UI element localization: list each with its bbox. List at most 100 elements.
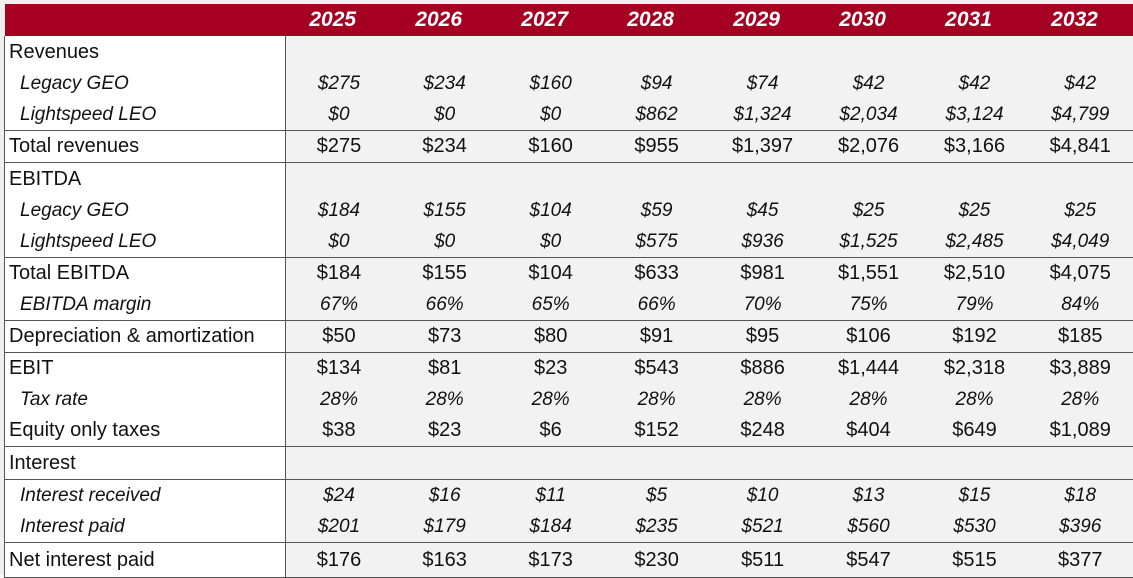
- row-label[interactable]: Equity only taxes: [5, 415, 286, 447]
- value-cell[interactable]: $160: [498, 131, 604, 163]
- value-cell[interactable]: $45: [710, 195, 816, 226]
- value-cell[interactable]: $248: [710, 415, 816, 447]
- value-cell[interactable]: $73: [392, 321, 498, 353]
- value-cell[interactable]: [498, 447, 604, 480]
- value-cell[interactable]: [286, 447, 392, 480]
- value-cell[interactable]: $184: [286, 258, 392, 290]
- value-cell[interactable]: [604, 163, 710, 196]
- value-cell[interactable]: $275: [286, 68, 392, 99]
- value-cell[interactable]: [1028, 447, 1133, 480]
- value-cell[interactable]: $1,444: [816, 353, 922, 385]
- row-label[interactable]: Total EBITDA: [5, 258, 286, 290]
- value-cell[interactable]: $547: [816, 543, 922, 578]
- value-cell[interactable]: $25: [1028, 195, 1133, 226]
- value-cell[interactable]: $0: [286, 226, 392, 258]
- row-label[interactable]: Interest paid: [5, 511, 286, 543]
- value-cell[interactable]: $201: [286, 511, 392, 543]
- value-cell[interactable]: $0: [392, 99, 498, 131]
- value-cell[interactable]: $1,089: [1028, 415, 1133, 447]
- value-cell[interactable]: [710, 447, 816, 480]
- value-cell[interactable]: $42: [922, 68, 1028, 99]
- value-cell[interactable]: [392, 163, 498, 196]
- value-cell[interactable]: 79%: [922, 289, 1028, 321]
- value-cell[interactable]: 28%: [392, 384, 498, 415]
- value-cell[interactable]: $2,510: [922, 258, 1028, 290]
- value-cell[interactable]: $18: [1028, 480, 1133, 512]
- value-cell[interactable]: $16: [392, 480, 498, 512]
- value-cell[interactable]: $11: [498, 480, 604, 512]
- value-cell[interactable]: $886: [710, 353, 816, 385]
- value-cell[interactable]: $23: [392, 415, 498, 447]
- row-label[interactable]: Tax rate: [5, 384, 286, 415]
- value-cell[interactable]: 84%: [1028, 289, 1133, 321]
- value-cell[interactable]: $936: [710, 226, 816, 258]
- row-label[interactable]: Legacy GEO: [5, 195, 286, 226]
- value-cell[interactable]: $134: [286, 353, 392, 385]
- value-cell[interactable]: $560: [816, 511, 922, 543]
- value-cell[interactable]: $80: [498, 321, 604, 353]
- row-label[interactable]: Total revenues: [5, 131, 286, 163]
- value-cell[interactable]: $160: [498, 68, 604, 99]
- value-cell[interactable]: $74: [710, 68, 816, 99]
- value-cell[interactable]: $59: [604, 195, 710, 226]
- value-cell[interactable]: $4,075: [1028, 258, 1133, 290]
- value-cell[interactable]: $2,318: [922, 353, 1028, 385]
- value-cell[interactable]: $230: [604, 543, 710, 578]
- value-cell[interactable]: 70%: [710, 289, 816, 321]
- row-label[interactable]: Depreciation & amortization: [5, 321, 286, 353]
- value-cell[interactable]: $179: [392, 511, 498, 543]
- value-cell[interactable]: $981: [710, 258, 816, 290]
- value-cell[interactable]: [1028, 163, 1133, 196]
- value-cell[interactable]: $275: [286, 131, 392, 163]
- value-cell[interactable]: $0: [498, 99, 604, 131]
- value-cell[interactable]: [1028, 36, 1133, 68]
- value-cell[interactable]: $3,166: [922, 131, 1028, 163]
- value-cell[interactable]: [604, 36, 710, 68]
- value-cell[interactable]: $10: [710, 480, 816, 512]
- value-cell[interactable]: $91: [604, 321, 710, 353]
- row-label[interactable]: Net interest paid: [5, 543, 286, 578]
- row-label[interactable]: EBITDA: [5, 163, 286, 196]
- value-cell[interactable]: 28%: [1028, 384, 1133, 415]
- value-cell[interactable]: [922, 163, 1028, 196]
- value-cell[interactable]: [922, 447, 1028, 480]
- value-cell[interactable]: 75%: [816, 289, 922, 321]
- value-cell[interactable]: $173: [498, 543, 604, 578]
- value-cell[interactable]: $25: [816, 195, 922, 226]
- value-cell[interactable]: [816, 447, 922, 480]
- value-cell[interactable]: 66%: [392, 289, 498, 321]
- value-cell[interactable]: $2,076: [816, 131, 922, 163]
- value-cell[interactable]: $184: [286, 195, 392, 226]
- value-cell[interactable]: $104: [498, 258, 604, 290]
- value-cell[interactable]: [816, 36, 922, 68]
- value-cell[interactable]: $176: [286, 543, 392, 578]
- value-cell[interactable]: $575: [604, 226, 710, 258]
- value-cell[interactable]: $106: [816, 321, 922, 353]
- value-cell[interactable]: $649: [922, 415, 1028, 447]
- value-cell[interactable]: $1,525: [816, 226, 922, 258]
- value-cell[interactable]: $530: [922, 511, 1028, 543]
- value-cell[interactable]: $0: [392, 226, 498, 258]
- value-cell[interactable]: $184: [498, 511, 604, 543]
- value-cell[interactable]: 28%: [922, 384, 1028, 415]
- row-label[interactable]: EBITDA margin: [5, 289, 286, 321]
- value-cell[interactable]: $955: [604, 131, 710, 163]
- value-cell[interactable]: [498, 163, 604, 196]
- row-label[interactable]: Interest received: [5, 480, 286, 512]
- value-cell[interactable]: $185: [1028, 321, 1133, 353]
- value-cell[interactable]: [392, 447, 498, 480]
- value-cell[interactable]: 28%: [286, 384, 392, 415]
- row-label[interactable]: Revenues: [5, 36, 286, 68]
- value-cell[interactable]: 28%: [604, 384, 710, 415]
- value-cell[interactable]: $95: [710, 321, 816, 353]
- value-cell[interactable]: $4,799: [1028, 99, 1133, 131]
- value-cell[interactable]: $155: [392, 258, 498, 290]
- value-cell[interactable]: $1,397: [710, 131, 816, 163]
- value-cell[interactable]: $42: [1028, 68, 1133, 99]
- value-cell[interactable]: [286, 36, 392, 68]
- value-cell[interactable]: $23: [498, 353, 604, 385]
- value-cell[interactable]: 28%: [710, 384, 816, 415]
- row-label[interactable]: Lightspeed LEO: [5, 226, 286, 258]
- value-cell[interactable]: $104: [498, 195, 604, 226]
- row-label[interactable]: EBIT: [5, 353, 286, 385]
